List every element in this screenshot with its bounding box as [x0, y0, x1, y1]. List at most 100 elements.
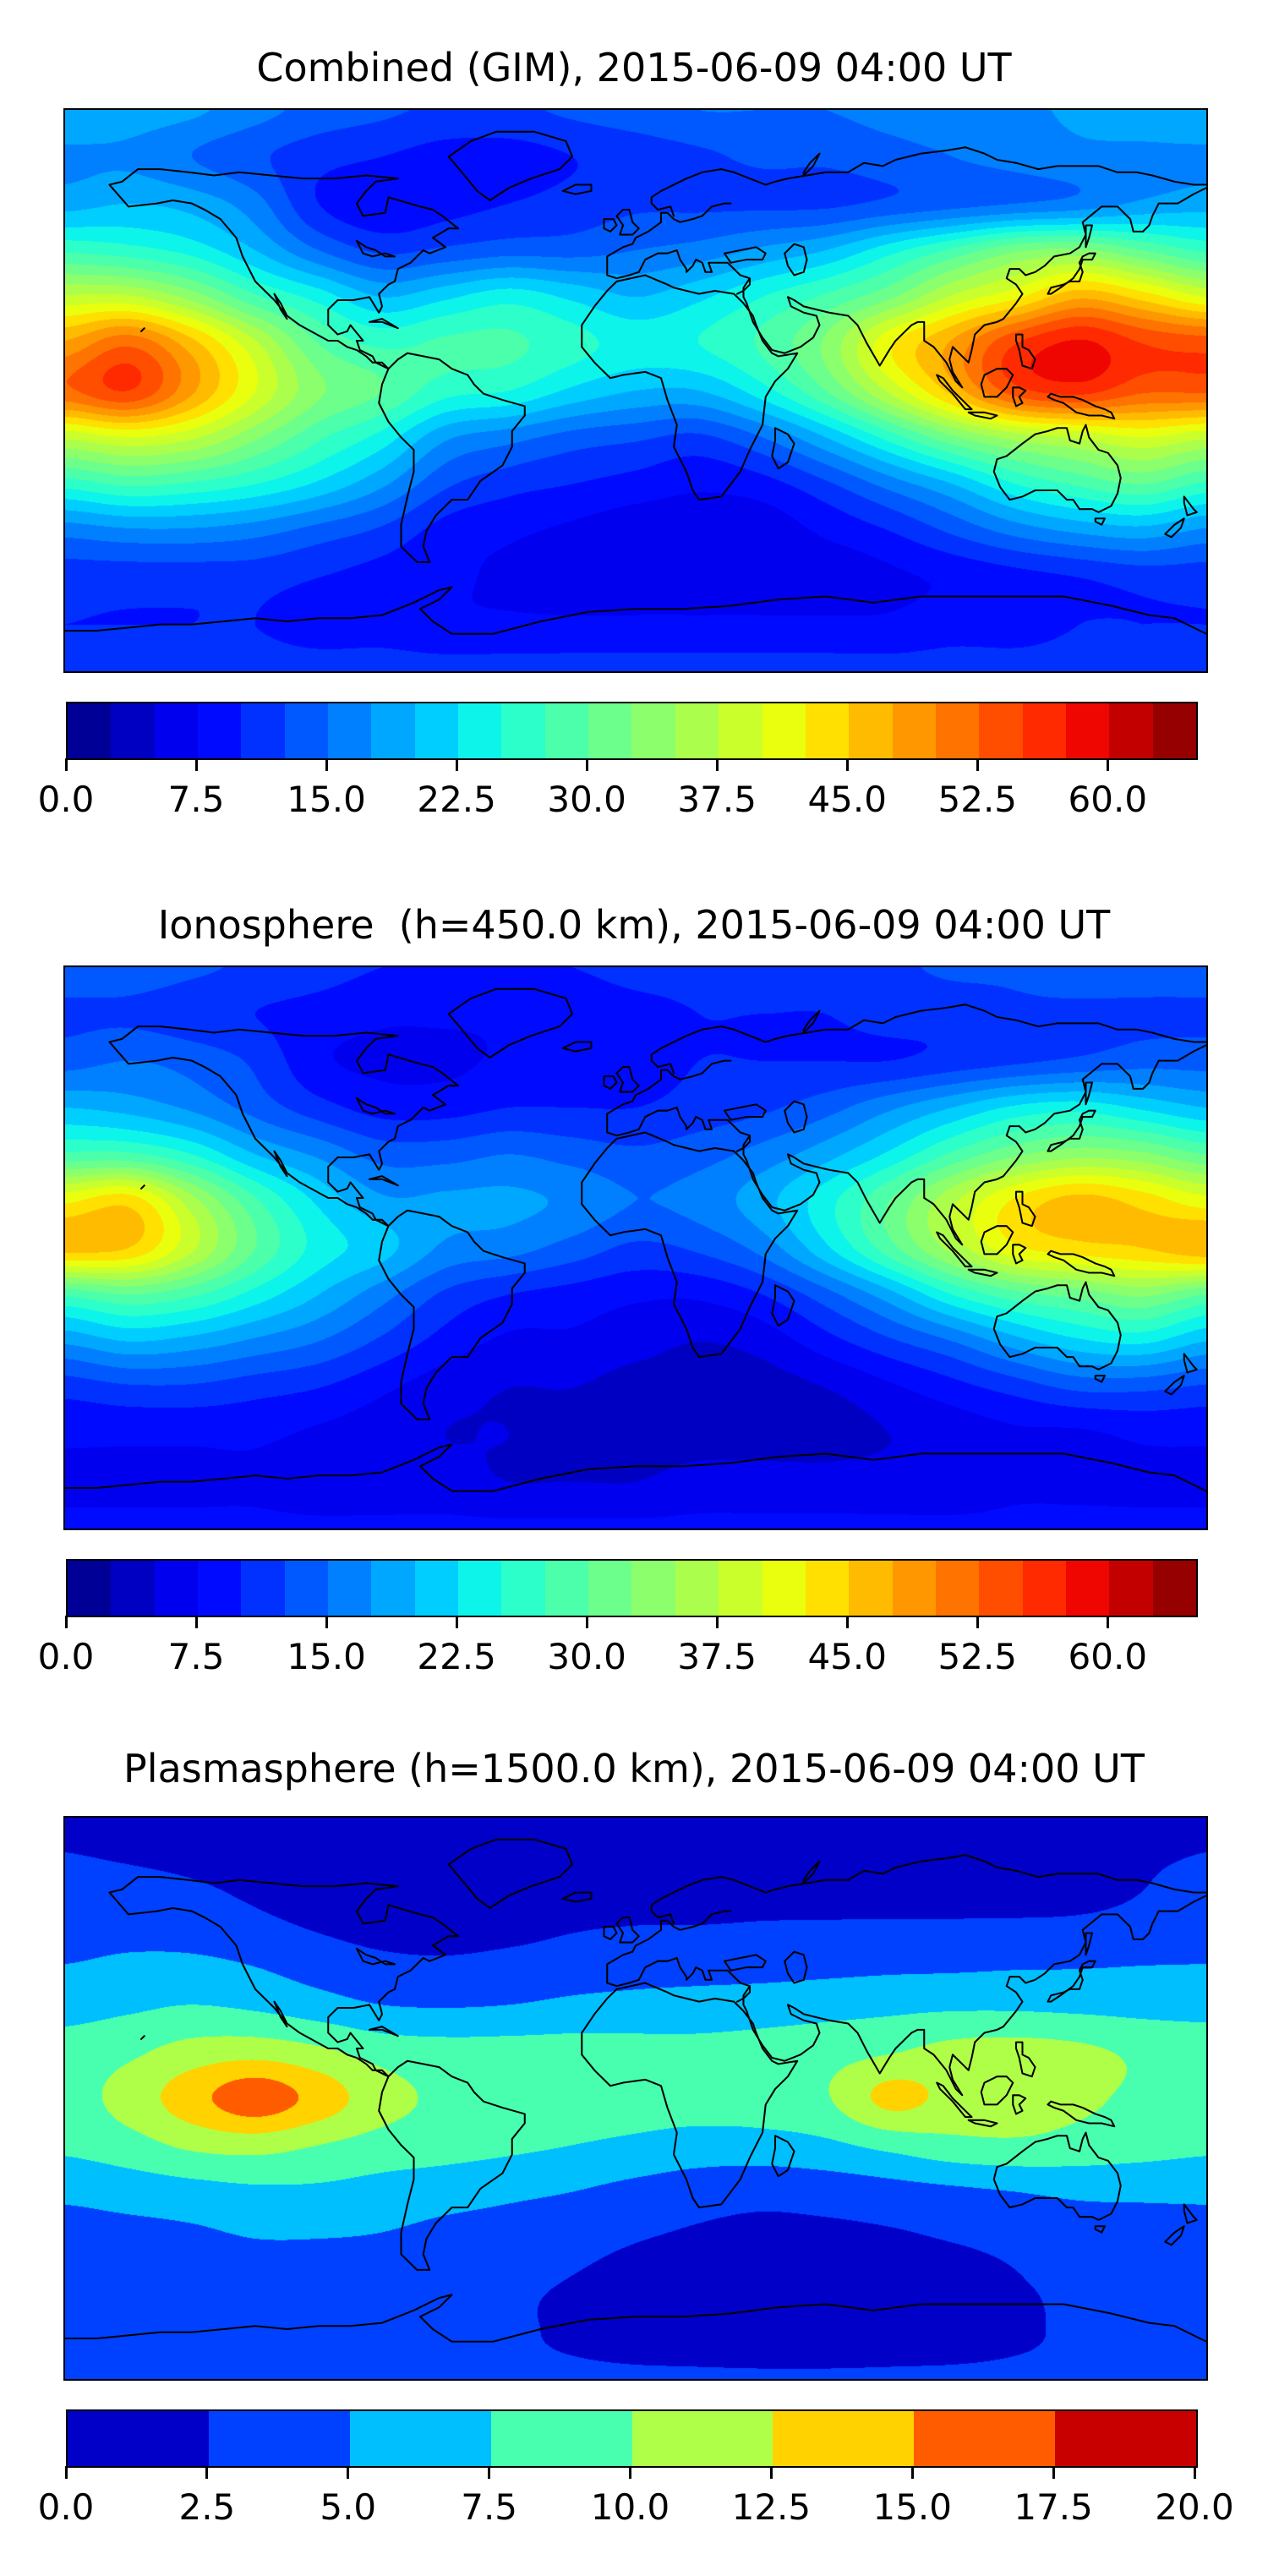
colorbar-segment	[631, 1561, 675, 1616]
colorbar-segment	[1065, 1561, 1110, 1616]
colorbar-tick-label: 7.5	[167, 779, 225, 820]
colorbar-tick-label: 10.0	[590, 2486, 670, 2528]
colorbar-tick-label: 22.5	[417, 1636, 496, 1677]
colorbar-tick-label: 7.5	[461, 2486, 518, 2528]
map-plasmasphere	[63, 1816, 1208, 2381]
colorbar-tick-label: 22.5	[417, 779, 496, 820]
colorbar-segment	[762, 703, 806, 758]
map-combined-gim	[63, 108, 1208, 673]
colorbar-tick-label: 12.5	[731, 2486, 812, 2528]
colorbar-segment	[328, 1561, 372, 1616]
colorbar-tickmark	[585, 1616, 588, 1628]
colorbar-segment	[1022, 1561, 1066, 1616]
colorbar-tickmark	[455, 758, 458, 771]
colorbar-segment	[892, 1561, 936, 1616]
colorbar-segment	[241, 703, 285, 758]
colorbar-segment	[241, 1561, 285, 1616]
colorbar-segment	[849, 1561, 893, 1616]
colorbar-tickmark	[910, 2466, 914, 2479]
colorbar-tickmark	[325, 1616, 328, 1628]
colorbar-tick-label: 2.5	[178, 2486, 236, 2528]
colorbar-segment	[849, 703, 893, 758]
colorbar-tick-label: 52.5	[937, 779, 1018, 820]
colorbar-segment	[979, 703, 1023, 758]
colorbar-segment	[68, 2411, 209, 2466]
colorbar-segment	[414, 703, 459, 758]
colorbar-segment	[544, 1561, 589, 1616]
colorbar-tickmark	[64, 758, 68, 771]
colorbar-segment	[1152, 703, 1196, 758]
colorbar-ticks: 0.0 7.5 15.0 22.5 30.0 37.5 45.0 52.5 60.0	[38, 1616, 1194, 1726]
colorbar-tickmark	[1106, 758, 1109, 771]
colorbar-tickmark	[976, 1616, 979, 1628]
colorbar-tickmark	[715, 758, 719, 771]
colorbar-segment	[458, 703, 502, 758]
colorbar-tickmark	[1106, 1616, 1109, 1628]
tec-heatmap-canvas	[65, 110, 1206, 671]
colorbar-segment	[1055, 2411, 1196, 2466]
colorbar-ticks: 0.0 7.5 15.0 22.5 30.0 37.5 45.0 52.5 60.0	[38, 758, 1194, 868]
colorbar-segment	[979, 1561, 1023, 1616]
coastlines-overlay	[65, 130, 1206, 635]
colorbar-tick-label: 45.0	[807, 1636, 887, 1677]
colorbar-segment	[284, 1561, 329, 1616]
colorbar-segment	[719, 1561, 762, 1616]
colorbar-tickmark	[629, 2466, 631, 2479]
tec-heatmap-canvas	[65, 967, 1206, 1529]
colorbar	[66, 702, 1198, 760]
colorbar-segment	[762, 1561, 806, 1616]
colorbar-segment	[588, 1561, 632, 1616]
colorbar-tickmark	[769, 2466, 773, 2479]
colorbar-segment	[1152, 1561, 1196, 1616]
colorbar-tickmark	[205, 2466, 209, 2479]
colorbar-tick-label: 20.0	[1155, 2486, 1234, 2528]
colorbar-tick-label: 5.0	[320, 2486, 377, 2528]
colorbar-segment	[490, 2411, 632, 2466]
coastlines-overlay	[65, 987, 1206, 1492]
colorbar-ticks: 0.0 2.5 5.0 7.5 10.0 12.5 15.0 17.5 20.0	[38, 2466, 1234, 2576]
colorbar-tickmark	[976, 758, 979, 771]
colorbar-tick-label: 0.0	[37, 2486, 95, 2528]
colorbar-tickmark	[347, 2466, 350, 2479]
colorbar-tick-label: 0.0	[37, 1636, 95, 1677]
colorbar-segment	[675, 1561, 719, 1616]
colorbar-segment	[1022, 703, 1066, 758]
map-ionosphere	[63, 965, 1208, 1530]
colorbar-tick-label: 60.0	[1068, 1636, 1148, 1677]
colorbar-segment	[805, 703, 850, 758]
colorbar-tickmark	[194, 1616, 198, 1628]
panel-combined-gim: Combined (GIM), 2015-06-09 04:00 UT 0.0 7…	[0, 0, 1268, 845]
colorbar-tick-label: 30.0	[547, 1636, 626, 1677]
colorbar-segment	[68, 703, 112, 758]
colorbar-tick-label: 45.0	[807, 779, 887, 820]
colorbar-tick-label: 37.5	[677, 1636, 757, 1677]
colorbar-tickmark	[585, 758, 588, 771]
colorbar-tickmark	[64, 2466, 68, 2479]
colorbar-segment	[773, 2411, 915, 2466]
colorbar-segment	[501, 703, 545, 758]
panel-ionosphere: Ionosphere (h=450.0 km), 2015-06-09 04:0…	[0, 857, 1268, 1703]
colorbar-segment	[631, 2411, 773, 2466]
colorbar-segment	[349, 2411, 491, 2466]
colorbar-segment	[198, 703, 242, 758]
colorbar	[66, 2409, 1198, 2468]
colorbar-tick-label: 15.0	[287, 779, 366, 820]
colorbar-tickmark	[325, 758, 328, 771]
colorbar-segment	[935, 703, 980, 758]
colorbar-segment	[914, 2411, 1056, 2466]
panel-title: Plasmasphere (h=1500.0 km), 2015-06-09 0…	[123, 1746, 1145, 1791]
colorbar	[66, 1559, 1198, 1617]
colorbar-tick-label: 30.0	[547, 779, 626, 820]
colorbar-segment	[208, 2411, 350, 2466]
colorbar-segment	[154, 703, 199, 758]
colorbar-segment	[68, 1561, 112, 1616]
colorbar-segment	[371, 1561, 415, 1616]
colorbar-tick-label: 0.0	[37, 779, 95, 820]
colorbar-segment	[371, 703, 415, 758]
colorbar-segment	[675, 703, 719, 758]
panel-title: Combined (GIM), 2015-06-09 04:00 UT	[256, 45, 1012, 90]
colorbar-tick-label: 17.5	[1014, 2486, 1093, 2528]
colorbar-segment	[935, 1561, 980, 1616]
colorbar-segment	[588, 703, 632, 758]
